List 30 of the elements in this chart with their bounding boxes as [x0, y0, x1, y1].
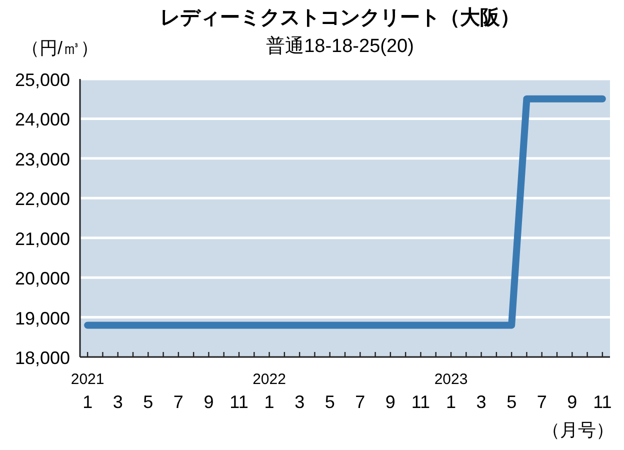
x-tick-label: 7: [536, 392, 547, 412]
x-tick-label: 11: [593, 392, 612, 412]
x-tick-label: 2022 1: [252, 371, 286, 412]
y-tick-label: 19,000: [14, 308, 70, 328]
x-tick-label: 9: [567, 392, 578, 412]
x-tick-label: 9: [385, 392, 396, 412]
x-tick-label: 2021 1: [70, 371, 104, 412]
x-tick-label: 9: [204, 392, 214, 412]
y-tick-label: 25,000: [14, 70, 70, 90]
y-tick-label: 20,000: [14, 268, 70, 289]
x-tick-label: 11: [230, 392, 248, 412]
y-tick-label: 18,000: [14, 348, 70, 368]
y-tick-label: 22,000: [14, 189, 70, 210]
y-tick-label: 21,000: [14, 228, 70, 249]
x-tick-label: 3: [476, 392, 486, 412]
x-tick-label: 3: [112, 392, 123, 412]
x-tick-label: 7: [173, 392, 184, 412]
y-tick-label: 24,000: [14, 110, 70, 130]
text: （円/㎥）: [21, 38, 99, 58]
x-tick-label: 5: [324, 392, 335, 412]
x-tick-label: 5: [506, 392, 517, 412]
x-tick-label: 3: [294, 392, 305, 412]
x-tick-label: 2023 1: [434, 371, 468, 412]
chart-subtitle: 普通18-18-25(20): [266, 35, 414, 57]
x-tick-label: 5: [143, 392, 154, 412]
y-tick-label: 23,000: [14, 149, 70, 170]
chart-title: レディーミクストコンクリート（大阪）: [160, 7, 520, 29]
text: （月号）: [542, 420, 614, 440]
x-tick-label: 7: [355, 392, 366, 412]
x-tick-label: 11: [411, 392, 430, 412]
